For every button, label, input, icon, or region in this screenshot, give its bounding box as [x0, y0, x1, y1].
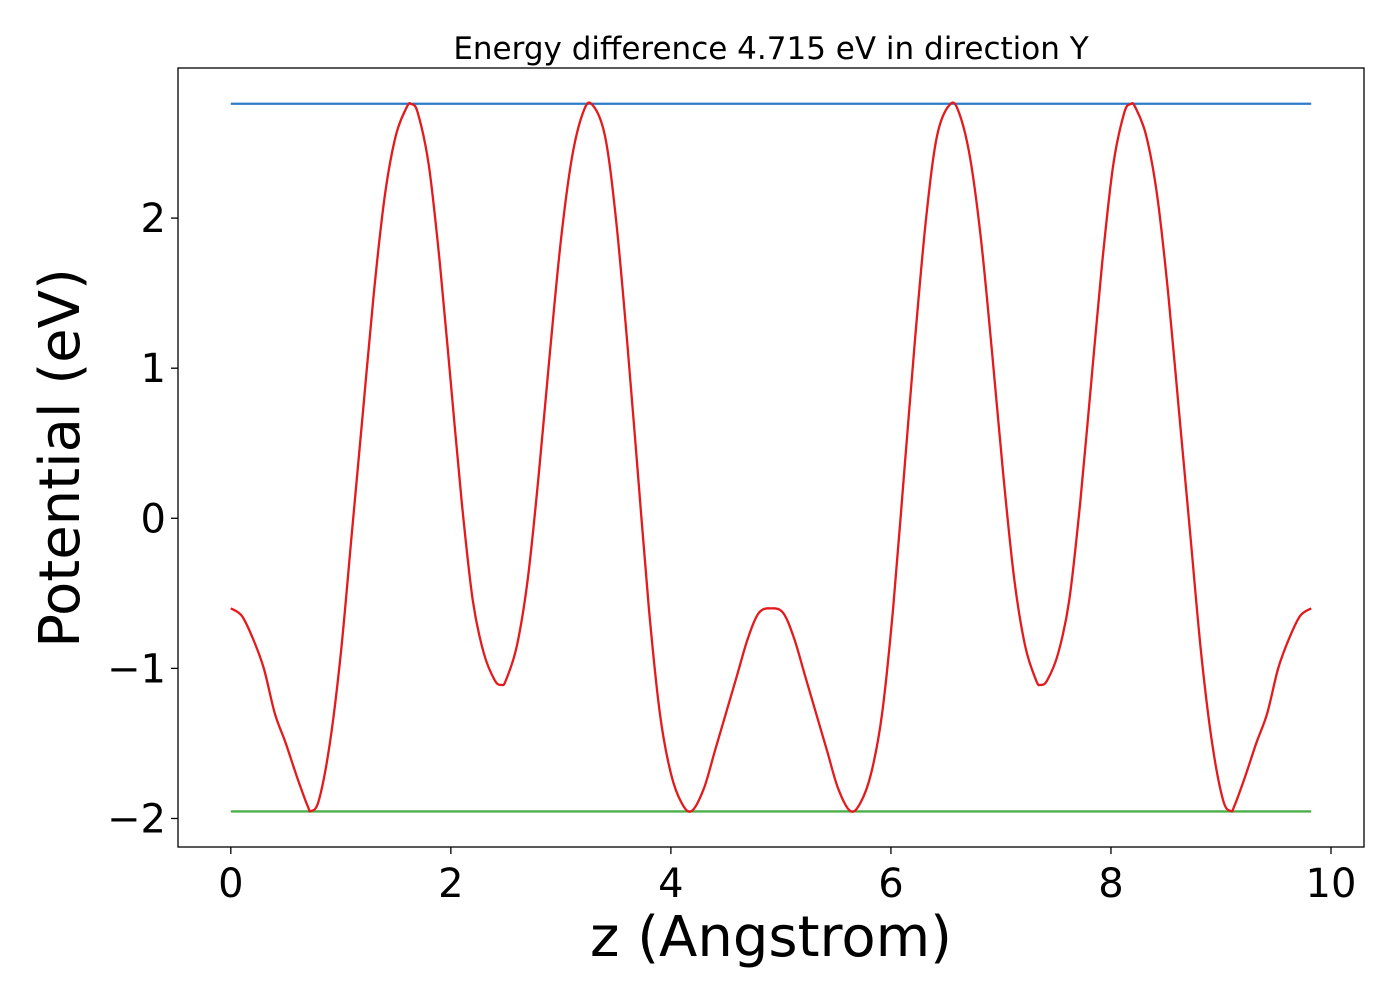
y-tick-label: −1 [107, 646, 166, 692]
y-axis-label: Potential (eV) [28, 268, 93, 648]
x-tick-label: 8 [1098, 861, 1123, 907]
y-tick-label: 2 [141, 196, 166, 242]
y-tick-label: 1 [141, 346, 166, 392]
y-axis: −2 −1 0 1 2 [107, 196, 178, 842]
x-axis: 0 2 4 6 8 10 [218, 847, 1356, 907]
plot-area [230, 101, 1312, 813]
axes-frame [177, 67, 1365, 848]
x-tick-label: 10 [1306, 861, 1357, 907]
x-tick-label: 0 [218, 861, 243, 907]
y-tick-label: 0 [141, 496, 166, 542]
series-line-potential [230, 101, 1312, 813]
x-axis-label: z (Angstrom) [590, 905, 952, 970]
x-tick-label: 2 [438, 861, 463, 907]
x-tick-label: 4 [658, 861, 683, 907]
x-tick-label: 6 [878, 861, 903, 907]
y-tick-label: −2 [107, 796, 166, 842]
chart-title: Energy difference 4.715 eV in direction … [453, 31, 1088, 67]
